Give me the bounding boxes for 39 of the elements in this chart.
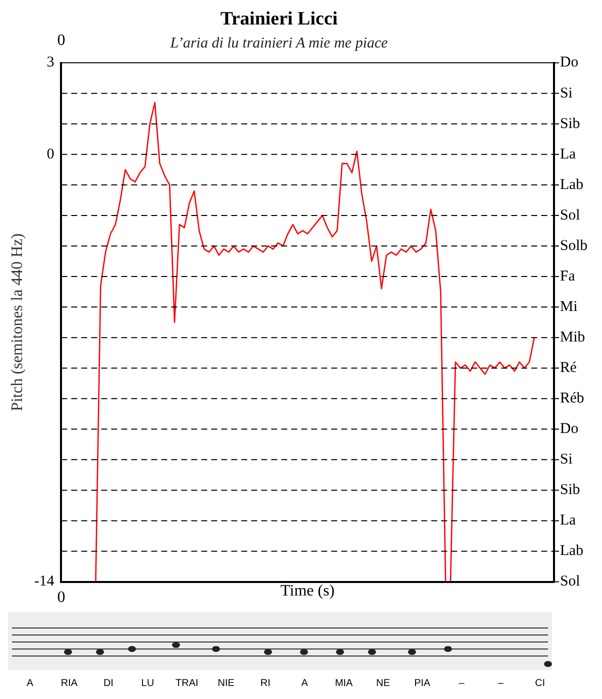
text: – <box>458 678 464 689</box>
ref-line-label: Solb <box>560 238 588 254</box>
chart-title: Trainieri Licci <box>220 8 338 30</box>
ref-line-label: Lab <box>560 176 584 193</box>
text: RI <box>260 678 270 689</box>
text: – <box>498 678 504 689</box>
ref-line-label: Mi <box>560 298 578 315</box>
text: RIA <box>60 678 78 689</box>
y-tick-label: -14 <box>34 574 55 590</box>
text: MIA <box>334 678 353 689</box>
ref-line-label: Ré <box>560 360 578 376</box>
ref-line-label: Sol <box>560 207 580 224</box>
ref-line-label: Si <box>560 452 573 468</box>
text: NE <box>376 678 390 689</box>
ref-line-label: Lab <box>560 543 584 560</box>
y-tick-label: 0 <box>46 146 54 162</box>
ref-line-label: Do <box>560 54 578 71</box>
ref-line-label: La <box>560 512 576 529</box>
text: A <box>301 678 308 689</box>
ref-line-label: Sib <box>560 482 580 498</box>
text: TRAI <box>176 678 198 689</box>
ref-line-label: Si <box>560 85 573 102</box>
ref-line-label: Réb <box>560 390 584 407</box>
ref-line-label: Sib <box>560 116 580 132</box>
text: LU <box>141 678 154 689</box>
text: CI <box>535 678 545 689</box>
ref-line-label: Sol <box>560 574 580 590</box>
ref-line-label: Mib <box>560 330 586 346</box>
text: A <box>26 678 34 689</box>
text: PIA <box>414 678 430 689</box>
ref-line-label: Do <box>560 421 578 438</box>
text: NIE <box>218 678 234 689</box>
y-tick-label: 3 <box>46 54 54 71</box>
x-axis-title: Time (s) <box>280 582 335 600</box>
y-axis-title: Pitch (semitones la 440 Hz) <box>8 233 26 412</box>
text: DI <box>103 678 114 689</box>
chart-subtitle: L’aria di lu trainieri A mie me piace <box>169 36 388 52</box>
ref-line-label: La <box>560 146 576 162</box>
ref-line-label: Fa <box>560 268 576 284</box>
